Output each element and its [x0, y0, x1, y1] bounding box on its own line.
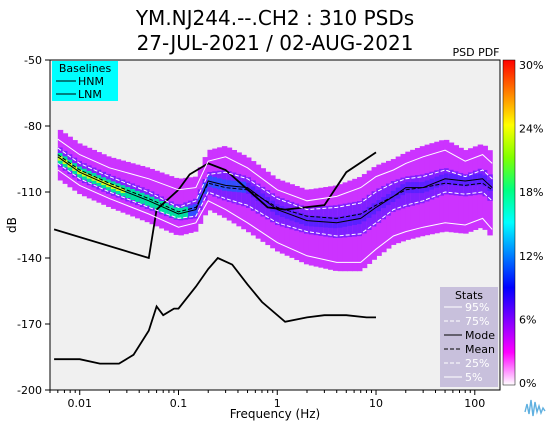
stats-legend-title: Stats [455, 289, 483, 302]
x-axis: 0.01 0.1 1 10 100 [49, 390, 485, 410]
baselines-legend: Baselines HNM LNM [52, 61, 118, 101]
series-line-25pct [57, 162, 493, 237]
colorbar-tick-label: 24% [519, 123, 543, 136]
legend-5-label: 5% [465, 371, 482, 384]
stats-legend-box [440, 287, 498, 387]
series-line-mean [57, 154, 493, 219]
colorbar-tick-label: 30% [519, 59, 543, 72]
series-line-5pct [57, 169, 493, 263]
y-tick-label: -170 [17, 318, 42, 331]
y-tick-label: -50 [24, 54, 42, 67]
series-line-75pct [57, 147, 493, 211]
logo-icon [522, 392, 548, 422]
legend-95-label: 95% [465, 301, 489, 314]
colorbar [502, 59, 516, 386]
x-tick-label: 0.01 [67, 397, 92, 410]
y-axis: -50 -80 -110 -140 -170 -200 [17, 54, 50, 397]
colorbar-ticks: 30% 24% 18% 12% 6% 0% [519, 59, 543, 390]
series-layer [53, 138, 493, 365]
series-line-mode [57, 156, 493, 224]
chart-title-line1: YM.NJ244.--.CH2 : 310 PSDs [135, 6, 415, 30]
x-tick-label: 0.1 [170, 397, 188, 410]
legend-lnm-label: LNM [78, 88, 102, 101]
y-axis-label: dB [5, 217, 19, 233]
legend-hnm-label: HNM [78, 75, 104, 88]
series-line-95pct [57, 138, 493, 202]
plot-frame [49, 59, 501, 391]
colorbar-tick-label: 6% [519, 313, 536, 326]
colorbar-tick-label: 0% [519, 377, 536, 390]
y-tick-label: -80 [24, 120, 42, 133]
x-axis-label: Frequency (Hz) [230, 407, 321, 421]
y-tick-label: -140 [17, 252, 42, 265]
baselines-legend-title: Baselines [59, 62, 112, 75]
colorbar-label: PSD PDF [452, 46, 499, 59]
legend-mode-label: Mode [465, 329, 495, 342]
y-tick-label: -110 [17, 186, 42, 199]
x-tick-label: 1 [274, 397, 281, 410]
stats-legend: Stats 95% 75% Mode Mean 25% 5% [440, 287, 498, 387]
legend-75-label: 75% [465, 315, 489, 328]
series-line-lnm [54, 256, 376, 365]
series-line-hnm [53, 151, 377, 260]
x-tick-label: 10 [369, 397, 383, 410]
y-tick-label: -200 [17, 384, 42, 397]
legend-25-label: 25% [465, 357, 489, 370]
legend-mean-label: Mean [465, 343, 495, 356]
colorbar-tick-label: 12% [519, 250, 543, 263]
colorbar-tick-label: 18% [519, 186, 543, 199]
chart-title-line2: 27-JUL-2021 / 02-AUG-2021 [136, 31, 414, 55]
x-tick-label: 100 [464, 397, 485, 410]
